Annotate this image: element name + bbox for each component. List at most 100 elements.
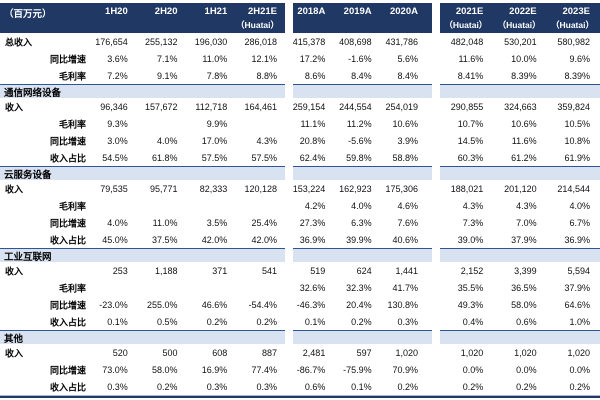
cell-value: 10.6% — [511, 118, 537, 129]
col-header: 2021E （Huatai） — [439, 3, 494, 33]
value-cell: 1.0% — [547, 313, 600, 330]
col-header-period: 2023E — [562, 6, 590, 17]
value-cell: 0.2% — [235, 313, 285, 330]
value-cell: 46.6% — [186, 296, 236, 313]
value-cell: 0.2% — [386, 378, 432, 395]
cell-value: 7.6% — [397, 217, 418, 228]
cell-value: 36.5% — [511, 282, 537, 293]
value-cell: 0.2% — [136, 378, 186, 395]
table-row: 同比增速 73.0% 58.0% 16.9% 77.4% -86.7% -75.9% 70.9… — [0, 361, 600, 378]
cell-value: 20.4% — [346, 299, 372, 310]
cell-value: 0.2% — [256, 316, 277, 327]
column-group-gap — [285, 262, 293, 279]
value-cell: 8.8% — [235, 67, 285, 84]
cell-value: 5,594 — [567, 265, 590, 276]
cell-value: 286,018 — [244, 36, 277, 47]
value-cell: 58.0% — [493, 296, 546, 313]
cell-value: 5.6% — [397, 53, 418, 64]
value-cell: 35.5% — [440, 279, 493, 296]
column-group-gap — [285, 279, 293, 296]
col-header-source: （Huatai） — [550, 20, 594, 30]
row-label-cell: 收入占比 — [0, 313, 86, 330]
col-header: 2H20 — [135, 3, 186, 33]
value-cell: 9.3% — [86, 115, 136, 132]
value-cell: -54.4% — [235, 296, 285, 313]
value-cell: 8.41% — [440, 67, 493, 84]
value-cell: 36.5% — [493, 279, 546, 296]
value-cell: 0.2% — [440, 378, 493, 395]
col-header: 2018A — [293, 3, 340, 33]
cell-value: 201,120 — [504, 183, 537, 194]
cell-value: 196,030 — [194, 36, 228, 47]
value-cell: 887 — [235, 344, 285, 361]
value-cell: 25.4% — [235, 214, 285, 231]
col-header: 1H20 — [86, 3, 136, 33]
section-row: 工业互联网 — [0, 248, 600, 263]
value-cell — [86, 279, 136, 296]
cell-value: 1.0% — [569, 316, 590, 327]
cell-value: 59.8% — [346, 152, 372, 163]
col-header-period: 1H20 — [105, 6, 128, 17]
cell-value: 14.5% — [457, 135, 484, 146]
cell-value: 188,021 — [450, 183, 484, 194]
section-band — [293, 248, 432, 262]
cell-value: 42.0% — [201, 234, 228, 245]
col-header: 2019A — [339, 3, 386, 33]
value-cell: 520 — [86, 344, 136, 361]
value-cell — [235, 197, 285, 214]
value-cell: 17.0% — [186, 132, 236, 149]
value-cell — [235, 115, 285, 132]
table-row: 同比增速 -23.0% 255.0% 46.6% -54.4% -46.3% 20.4% 13… — [0, 296, 600, 313]
section-band — [293, 330, 432, 344]
cell-value: 359,824 — [557, 101, 590, 112]
value-cell: 0.2% — [186, 313, 236, 330]
value-cell: 8.39% — [547, 67, 600, 84]
cell-value: 37.9% — [511, 234, 537, 245]
value-cell: 112,718 — [186, 98, 236, 115]
value-cell: 4.0% — [136, 132, 186, 149]
cell-value: 58.0% — [151, 364, 178, 375]
cell-value: 45.0% — [102, 234, 128, 245]
cell-value: 54.5% — [102, 152, 128, 163]
value-cell: 130.8% — [386, 296, 432, 313]
value-cell: 4.2% — [293, 197, 339, 214]
cell-value: 0.1% — [107, 316, 128, 327]
cell-value: 0.5% — [156, 316, 178, 327]
column-group-gap — [285, 84, 293, 98]
value-cell: 157,672 — [136, 98, 186, 115]
value-cell: 11.2% — [339, 115, 385, 132]
value-cell: 3.6% — [86, 50, 136, 67]
col-header-source: （Huatai） — [444, 20, 488, 30]
value-cell: 70.9% — [386, 361, 432, 378]
value-cell: 95,771 — [136, 180, 186, 197]
row-label-cell: 毛利率 — [0, 279, 86, 296]
cell-value: 46.6% — [201, 299, 228, 310]
cell-value: 17.2% — [299, 53, 326, 64]
value-cell: 4.0% — [86, 214, 136, 231]
table-row: 毛利率 9.3% 9.9% 11.1% 11.2% 10.6% 10.7% 10.6% 10.5… — [0, 115, 600, 132]
value-cell: -46.3% — [293, 296, 339, 313]
column-group-gap — [431, 197, 440, 214]
cell-value: 32.6% — [299, 282, 326, 293]
row-label-cell: 总收入 — [0, 33, 86, 50]
value-cell: 324,663 — [493, 98, 546, 115]
cell-value: 371 — [212, 265, 228, 276]
cell-value: 112,718 — [195, 101, 228, 112]
table-bottom-border-light — [0, 395, 600, 396]
value-cell: 9.9% — [186, 115, 236, 132]
cell-value: 11.0% — [202, 53, 228, 64]
col-header: 1H21 — [185, 3, 236, 33]
value-cell: 7.1% — [136, 50, 186, 67]
cell-value: 608 — [212, 347, 228, 358]
row-label-cell: 同比增速 — [0, 214, 86, 231]
value-cell: 4.6% — [386, 197, 432, 214]
cell-value: 597 — [356, 347, 372, 358]
cell-value: 0.2% — [351, 316, 372, 327]
col-header-source: （Huatai） — [497, 20, 541, 30]
cell-value: 10.0% — [511, 53, 537, 64]
value-cell — [235, 279, 285, 296]
column-group-gap — [285, 296, 293, 313]
cell-value: 0.2% — [397, 381, 418, 392]
value-cell: 1,020 — [440, 344, 493, 361]
cell-value: 0.2% — [156, 381, 178, 392]
